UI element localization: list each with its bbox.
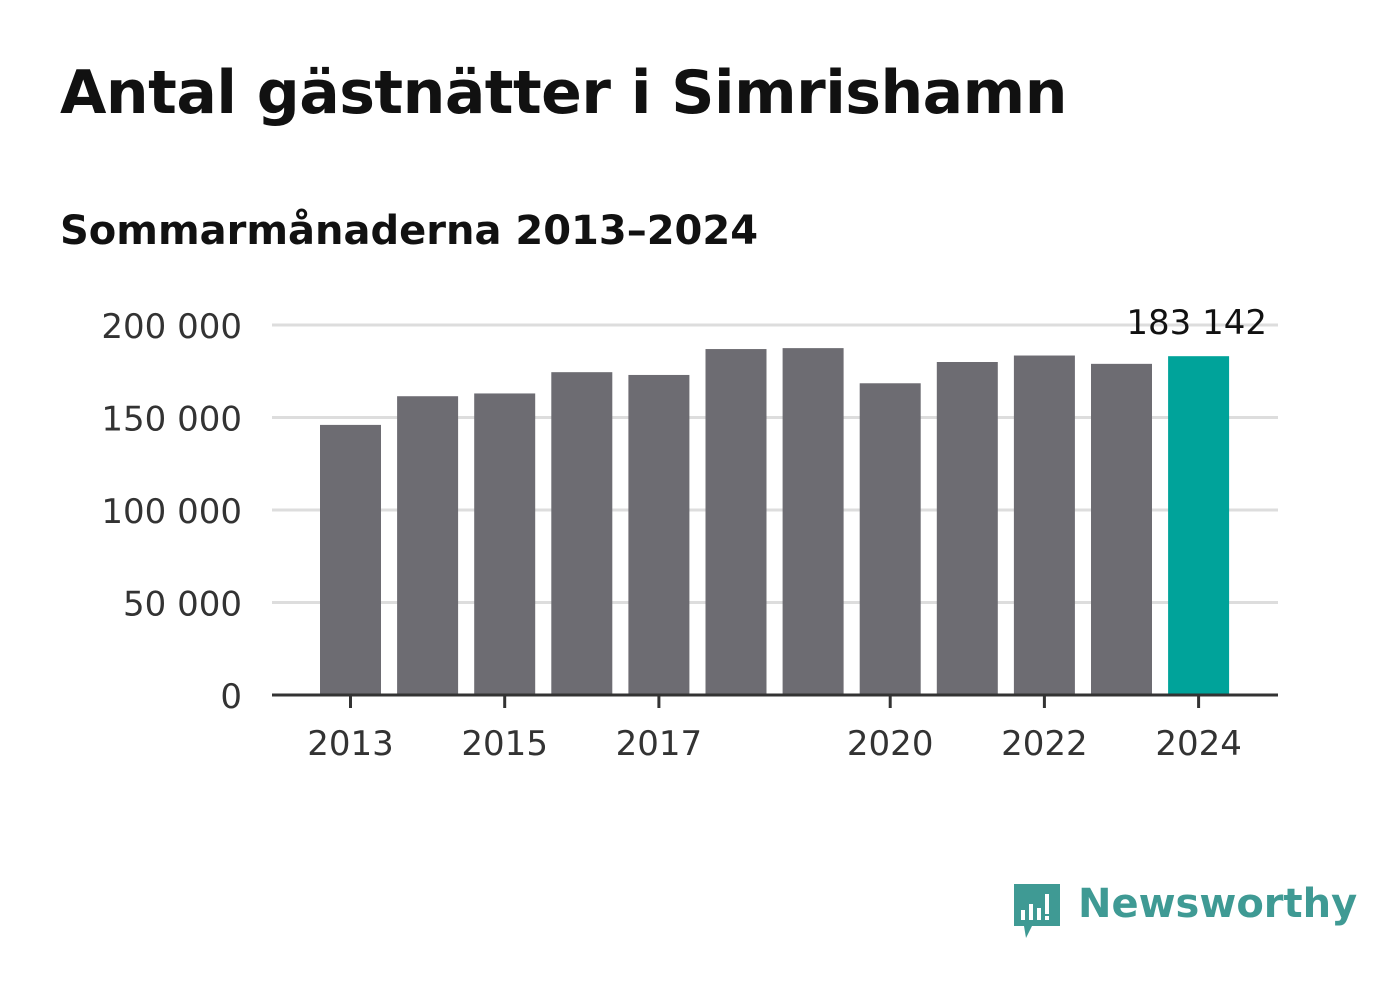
bar-2014 [397, 396, 459, 695]
chart-subtitle: Sommarmånaderna 2013–2024 [60, 208, 759, 254]
x-tick-label: 2024 [1155, 724, 1242, 764]
y-tick-label: 200 000 [101, 307, 242, 347]
bar-2015 [474, 393, 536, 695]
data-label-2024: 183 142 [1126, 303, 1267, 343]
y-tick-label: 50 000 [123, 585, 242, 625]
bar-2022 [1013, 355, 1075, 695]
y-tick-label: 100 000 [101, 492, 242, 532]
x-tick-label: 2022 [1001, 724, 1088, 764]
bar-2023 [1091, 363, 1152, 695]
y-tick-label: 150 000 [101, 400, 242, 440]
bar-2021 [936, 362, 998, 695]
bar-2020 [859, 383, 921, 695]
bar-2019 [782, 348, 844, 695]
chart-title: Antal gästnätter i Simrishamn [60, 58, 1067, 128]
x-tick-label: 2013 [307, 724, 394, 764]
brand-name: Newsworthy [1078, 881, 1358, 927]
bar-2016 [551, 372, 613, 695]
y-tick-label: 0 [220, 677, 242, 717]
newsworthy-logo: Newsworthy [1010, 878, 1357, 940]
x-tick-label: 2020 [847, 724, 934, 764]
bar-2018 [705, 349, 767, 695]
bar-chart-speech-bubble-icon [1014, 884, 1060, 938]
x-tick-label: 2015 [461, 724, 548, 764]
bar-2013 [320, 424, 381, 695]
bar-2017 [628, 374, 690, 695]
bar-2024 [1168, 356, 1230, 695]
x-tick-label: 2017 [616, 724, 703, 764]
